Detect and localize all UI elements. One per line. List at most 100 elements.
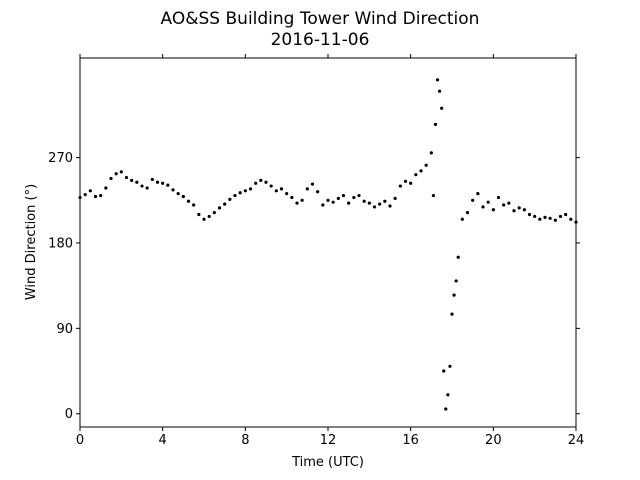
- data-point: [155, 180, 160, 184]
- data-point: [192, 203, 196, 207]
- data-point: [347, 201, 351, 205]
- data-point: [186, 199, 191, 203]
- data-point: [269, 184, 273, 188]
- data-point: [438, 89, 442, 93]
- data-point: [574, 220, 578, 224]
- data-point: [243, 189, 247, 193]
- data-point: [279, 187, 284, 191]
- data-point: [409, 181, 413, 185]
- data-point: [336, 196, 340, 200]
- data-point: [388, 204, 392, 208]
- data-point: [99, 193, 103, 198]
- data-point: [197, 212, 201, 217]
- data-point: [316, 190, 320, 194]
- data-point: [202, 217, 206, 221]
- data-point: [290, 195, 294, 200]
- data-point: [254, 181, 258, 185]
- data-point: [367, 201, 371, 205]
- data-point: [452, 293, 456, 297]
- data-point: [512, 209, 516, 213]
- data-point: [166, 183, 170, 187]
- data-point: [78, 195, 82, 200]
- data-point: [543, 215, 547, 219]
- data-point: [476, 192, 480, 196]
- plot-area: [79, 57, 577, 428]
- data-point: [161, 181, 165, 185]
- data-point: [444, 407, 448, 411]
- data-point: [378, 202, 382, 206]
- data-point: [171, 188, 175, 192]
- data-point: [424, 163, 428, 167]
- data-point: [403, 179, 408, 183]
- data-point: [465, 211, 470, 215]
- y-tick-label: 270: [48, 151, 73, 166]
- data-point: [362, 199, 366, 203]
- data-point: [419, 169, 423, 173]
- data-point: [176, 192, 180, 196]
- data-point: [548, 216, 552, 220]
- data-point: [341, 193, 346, 198]
- data-point: [104, 186, 108, 190]
- data-point: [517, 206, 521, 210]
- data-point: [450, 312, 454, 316]
- data-point: [460, 217, 464, 221]
- data-point: [522, 208, 526, 212]
- data-point: [274, 189, 278, 193]
- data-point: [295, 201, 299, 205]
- data-point: [119, 170, 123, 174]
- data-point: [207, 214, 211, 219]
- data-point: [357, 193, 361, 198]
- y-axis-label: Wind Direction (°): [24, 184, 39, 300]
- data-point: [83, 192, 87, 197]
- data-point: [233, 193, 237, 198]
- data-points: [78, 78, 578, 411]
- chart-title: AO&SS Building Tower Wind Direction: [161, 9, 480, 29]
- data-point: [217, 206, 222, 210]
- data-point: [486, 200, 490, 204]
- x-axis-label: Time (UTC): [291, 455, 364, 470]
- data-point: [285, 192, 289, 196]
- x-tick-label: 12: [320, 433, 337, 448]
- data-point: [310, 182, 315, 186]
- data-point: [533, 214, 537, 219]
- data-point: [181, 194, 185, 199]
- x-tick-label: 24: [568, 433, 585, 448]
- data-point: [383, 199, 387, 203]
- data-point: [448, 364, 452, 368]
- y-tick-label: 90: [56, 322, 73, 337]
- data-point: [440, 106, 444, 110]
- data-point: [130, 178, 134, 182]
- data-point: [238, 191, 242, 195]
- data-point: [212, 211, 216, 215]
- y-axis-ticks: 0 90 180 270: [48, 151, 580, 422]
- x-tick-label: 0: [76, 433, 84, 448]
- data-point: [223, 202, 227, 206]
- data-point: [502, 203, 506, 207]
- data-point: [326, 198, 330, 202]
- data-point: [135, 180, 139, 184]
- data-point: [442, 369, 446, 373]
- data-point: [527, 212, 532, 217]
- x-tick-label: 4: [159, 433, 167, 448]
- data-point: [435, 78, 440, 82]
- data-point: [564, 212, 568, 217]
- data-point: [88, 189, 92, 193]
- data-point: [454, 279, 458, 283]
- data-point: [431, 193, 435, 198]
- data-point: [481, 205, 485, 209]
- data-point: [109, 176, 113, 181]
- data-point: [456, 255, 460, 259]
- data-point: [553, 218, 557, 222]
- data-point: [352, 195, 356, 200]
- data-point: [145, 186, 149, 190]
- chart-subtitle: 2016-11-06: [271, 30, 370, 50]
- data-point: [372, 205, 377, 209]
- data-point: [140, 184, 144, 188]
- data-point: [150, 177, 154, 182]
- data-point: [569, 217, 573, 221]
- data-point: [433, 122, 438, 127]
- data-point: [93, 194, 98, 199]
- data-point: [398, 184, 402, 188]
- data-point: [305, 187, 309, 191]
